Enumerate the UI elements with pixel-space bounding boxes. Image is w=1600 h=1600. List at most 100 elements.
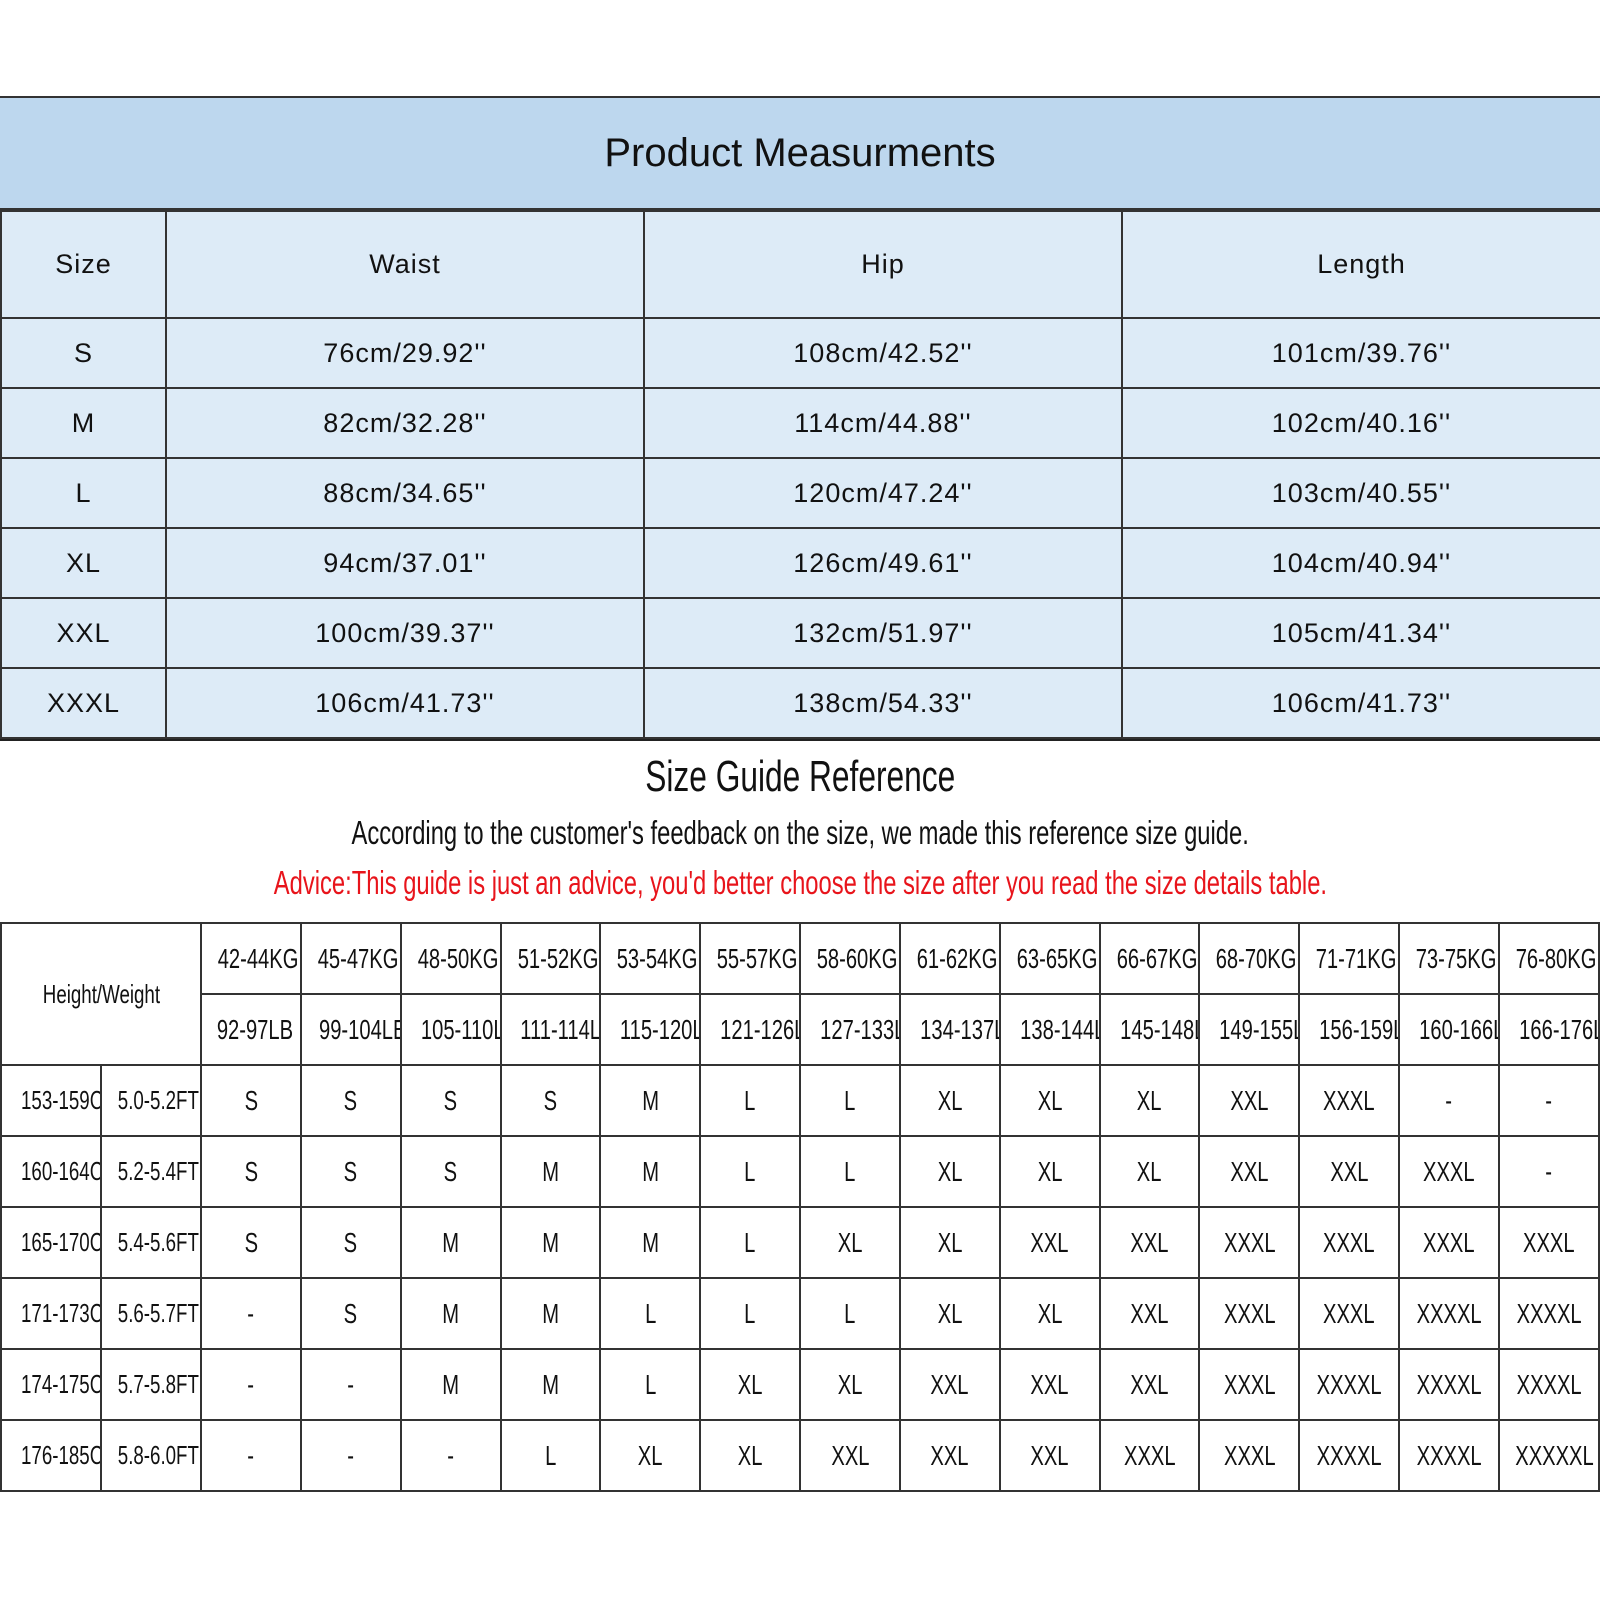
height-ft: 5.8-6.0FT [117, 1440, 199, 1470]
cell-hip: 138cm/54.33'' [643, 667, 1123, 739]
size-value-cell: XXXXL [1298, 1348, 1401, 1421]
cell-waist: 100cm/39.37'' [165, 597, 645, 669]
size-value: XXXXL [1316, 1368, 1382, 1400]
size-value-cell: M [499, 1277, 602, 1350]
size-value-cell: XXXL [1298, 1206, 1401, 1279]
cell-size: XXL [0, 597, 167, 669]
size-value: XXXL [1123, 1439, 1176, 1471]
size-value: L [844, 1155, 856, 1187]
size-value: M [442, 1226, 459, 1258]
cell-hip: 108cm/42.52'' [643, 317, 1123, 389]
size-value-cell: XL [599, 1419, 702, 1492]
size-value-cell: XXXL [1398, 1206, 1500, 1279]
product-measurements-table: Product Measurments Size Waist Hip Length S… [0, 96, 1600, 741]
size-value: XXL [930, 1368, 969, 1400]
size-value: XXXL [1323, 1084, 1375, 1116]
size-value: XXXXL [1316, 1439, 1382, 1471]
weight-lb-cell: 134-137LB [898, 993, 1001, 1066]
size-value-cell: XXL [799, 1419, 901, 1492]
size-value-cell: XXXL [1198, 1277, 1301, 1350]
size-value-cell: XXXXL [1398, 1348, 1500, 1421]
size-guide-subtitle: According to the customer's feedback on … [351, 814, 1249, 851]
size-value: XXL [1030, 1226, 1069, 1258]
size-value: S [244, 1226, 258, 1258]
size-value-cell: XXXL [1298, 1277, 1401, 1350]
weight-kg-cell: 63-65KG [998, 922, 1101, 995]
corner-label-cell: Height/Weight [0, 922, 202, 1066]
size-value-cell: XL [998, 1277, 1101, 1350]
size-value: XXXXL [1416, 1368, 1482, 1400]
weight-lb-cell: 121-126LB [699, 993, 802, 1066]
size-value: S [443, 1155, 458, 1187]
height-cm: 165-170CM [21, 1227, 99, 1257]
size-value-cell: M [599, 1135, 702, 1208]
table-row: L 88cm/34.65'' 120cm/47.24'' 103cm/40.55'' [0, 457, 1600, 529]
size-value: XL [1137, 1155, 1162, 1187]
height-cm-cell: 171-173CM [0, 1277, 102, 1350]
table-row: M 82cm/32.28'' 114cm/44.88'' 102cm/40.16'' [0, 387, 1600, 459]
size-value: XL [1037, 1155, 1063, 1187]
table-row: XXXL 106cm/41.73'' 138cm/54.33'' 106cm/41.7… [0, 667, 1600, 739]
table-row: 176-185CM 5.8-6.0FT - - - L XL XL XXL XXL XXL XXXL X… [0, 1419, 1600, 1492]
height-cm: 174-175CM [21, 1369, 99, 1399]
size-value: XXL [1130, 1226, 1169, 1258]
size-value: M [641, 1155, 659, 1187]
cell-length: 103cm/40.55'' [1121, 457, 1600, 529]
weight-kg: 45-47KG [317, 942, 399, 974]
measurements-title: Product Measurments [0, 98, 1600, 210]
size-value-cell: XL [898, 1064, 1001, 1137]
size-value-cell: M [399, 1348, 502, 1421]
size-value: XXL [1130, 1297, 1169, 1329]
size-value: XXXL [1223, 1439, 1276, 1471]
size-value-cell: L [499, 1419, 602, 1492]
size-value: XXXXL [1516, 1368, 1582, 1400]
size-value-cell: S [200, 1064, 302, 1137]
weight-kg: 63-65KG [1016, 942, 1098, 974]
cell-length: 104cm/40.94'' [1121, 527, 1600, 599]
weight-lb-cell: 111-114LB [499, 993, 602, 1066]
size-value: XL [937, 1155, 963, 1187]
size-value-cell: L [799, 1064, 901, 1137]
height-ft: 5.6-5.7FT [117, 1298, 199, 1328]
table-row: 174-175CM 5.7-5.8FT - - M M L XL XL XXL XXL XXL XXXL… [0, 1348, 1600, 1421]
weight-lb: 149-155LB [1219, 1013, 1298, 1045]
size-value: M [442, 1368, 459, 1400]
size-value: L [844, 1084, 856, 1116]
table-row: 171-173CM 5.6-5.7FT - S M M L L L XL XL XXL XXXL XXXL… [0, 1277, 1600, 1350]
size-value: XXL [830, 1439, 870, 1471]
cell-waist: 76cm/29.92'' [165, 317, 645, 389]
size-value-cell: XL [1098, 1064, 1201, 1137]
cell-waist: 82cm/32.28'' [165, 387, 645, 459]
size-value-cell: M [399, 1277, 502, 1350]
height-ft: 5.7-5.8FT [117, 1369, 199, 1399]
size-value-cell: XXXXL [1497, 1348, 1600, 1421]
size-value: XL [937, 1226, 963, 1258]
size-value: L [544, 1439, 557, 1471]
size-value: - [247, 1297, 255, 1329]
size-value: M [442, 1297, 459, 1329]
size-value: - [447, 1439, 454, 1471]
size-value: L [744, 1297, 756, 1329]
table-row: 153-159CM 5.0-5.2FT S S S S M L L XL XL XL XXL XXXL - - [0, 1064, 1600, 1137]
weight-kg-cell: 76-80KG [1497, 922, 1600, 995]
cell-size: XXXL [0, 667, 167, 739]
weight-kg: 55-57KG [716, 942, 798, 974]
weight-lb: 156-159LB [1319, 1013, 1397, 1045]
cell-length: 106cm/41.73'' [1121, 667, 1600, 739]
size-value-cell: S [299, 1206, 402, 1279]
weight-lb-cell: 149-155LB [1198, 993, 1301, 1066]
size-value-cell: XL [699, 1419, 802, 1492]
size-value-cell: L [699, 1064, 802, 1137]
size-value-cell: XXL [1098, 1206, 1201, 1279]
weight-lb: 134-137LB [920, 1013, 998, 1045]
size-value-cell: S [399, 1135, 502, 1208]
weight-kg-cell: 48-50KG [399, 922, 502, 995]
height-cm-cell: 174-175CM [0, 1348, 102, 1421]
size-value: XXL [1130, 1368, 1169, 1400]
size-value: XXXXL [1416, 1439, 1482, 1471]
size-guide-header: Size Guide Reference According to the cu… [0, 730, 1600, 920]
size-value-cell: L [799, 1277, 901, 1350]
cell-hip: 114cm/44.88'' [643, 387, 1123, 459]
size-value-cell: M [399, 1206, 502, 1279]
size-value-cell: S [200, 1135, 302, 1208]
